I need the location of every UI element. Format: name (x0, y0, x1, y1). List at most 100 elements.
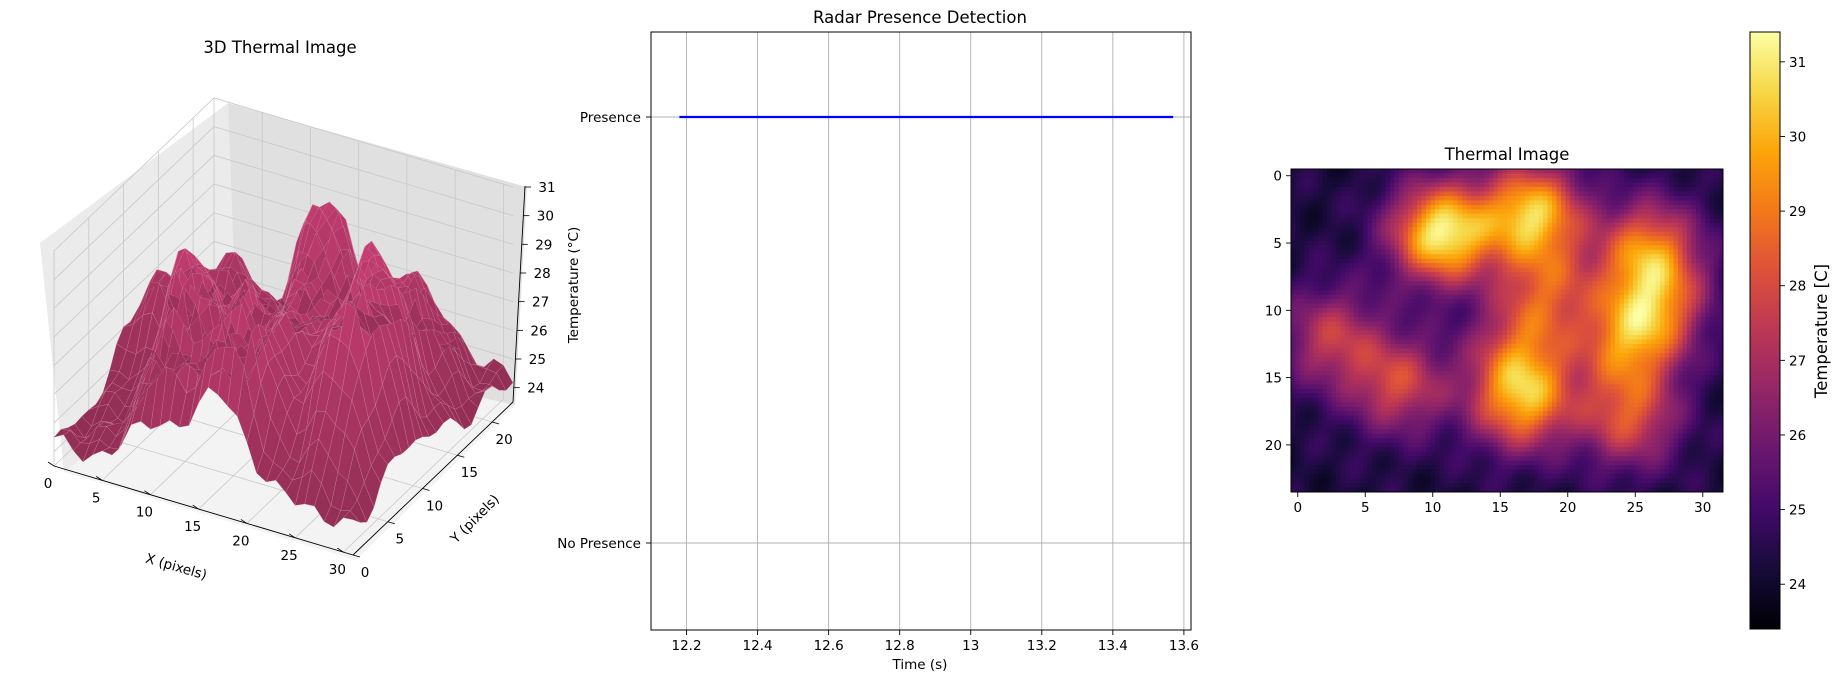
heatmap-cell (1349, 303, 1355, 309)
heatmap-cell (1660, 330, 1666, 336)
heatmap-cell (1421, 204, 1427, 210)
heatmap-cell (1669, 312, 1675, 318)
heatmap-cell (1705, 267, 1711, 273)
heatmap-cell (1484, 326, 1490, 332)
heatmap-cell (1579, 231, 1585, 237)
heatmap-cell (1691, 330, 1697, 336)
heatmap-cell (1687, 191, 1693, 197)
heatmap-cell (1345, 258, 1351, 264)
heatmap-cell (1322, 290, 1328, 296)
heatmap-cell (1696, 276, 1702, 282)
heatmap-cell (1691, 312, 1697, 318)
heatmap-cell (1570, 236, 1576, 242)
heatmap-cell (1489, 254, 1495, 260)
heatmap-cell (1363, 303, 1369, 309)
heatmap-cell (1480, 231, 1486, 237)
heatmap-cell (1619, 218, 1625, 224)
heatmap-cell (1525, 204, 1531, 210)
heatmap-cell (1700, 249, 1706, 255)
heatmap-cell (1484, 227, 1490, 233)
heatmap-cell (1426, 177, 1432, 184)
heatmap-cell (1498, 222, 1504, 228)
heatmap-cell (1624, 285, 1630, 291)
radar-plot-frame (650, 31, 1192, 631)
heatmap-cell (1358, 231, 1364, 237)
heatmap-cell (1687, 294, 1693, 300)
heatmap-cell (1615, 200, 1621, 206)
heatmap-cell (1358, 213, 1364, 219)
heatmap-cell (1327, 209, 1333, 215)
heatmap-cell (1394, 195, 1400, 202)
heatmap-cell (1682, 290, 1688, 296)
heatmap-cell (1291, 361, 1297, 367)
heatmap-cell (1633, 326, 1639, 332)
heatmap-cell (1340, 240, 1346, 246)
heatmap-cell (1601, 218, 1607, 224)
heatmap-cell (1687, 272, 1693, 278)
heatmap-cell (1511, 267, 1517, 273)
heatmap-cell (1534, 352, 1540, 359)
heatmap-cell (1498, 236, 1504, 242)
heatmap-cell (1529, 169, 1535, 175)
heatmap-cell (1345, 191, 1351, 197)
heatmap-cell (1363, 200, 1369, 206)
heatmap-cell (1412, 191, 1418, 197)
heatmap-cell (1498, 312, 1504, 318)
heatmap-cell (1615, 177, 1621, 184)
heatmap-cell (1615, 236, 1621, 242)
heatmap-cell (1498, 245, 1504, 251)
heatmap-cell (1714, 285, 1720, 291)
heatmap-cell (1453, 281, 1459, 287)
heatmap-cell (1457, 281, 1463, 287)
heatmap-cell (1408, 272, 1414, 278)
heatmap-cell (1313, 290, 1319, 296)
heatmap-cell (1646, 249, 1652, 255)
heatmap-cell (1543, 321, 1549, 327)
heatmap-cell (1363, 236, 1369, 242)
heatmap-cell (1642, 231, 1648, 237)
heatmap-cell (1696, 339, 1702, 345)
heatmap-cell (1345, 231, 1351, 237)
heatmap-cell (1520, 357, 1526, 363)
heatmap-cell (1660, 263, 1666, 269)
heatmap-cell (1561, 245, 1567, 251)
heatmap-cell (1439, 303, 1445, 309)
wall-gridline (53, 183, 514, 338)
heatmap-cell (1664, 245, 1670, 251)
heatmap-cell (1498, 321, 1504, 327)
heatmap-cell (1318, 285, 1324, 291)
heatmap-cell (1322, 240, 1328, 246)
heatmap-cell (1565, 321, 1571, 327)
heatmap-cell (1403, 330, 1409, 336)
heatmap-cell (1651, 276, 1657, 282)
heatmap-cell (1687, 218, 1693, 224)
heatmap-cell (1381, 231, 1387, 237)
heatmap-cell (1619, 294, 1625, 300)
heatmap-cell (1349, 263, 1355, 269)
heatmap-cell (1444, 209, 1450, 215)
heatmap-cell (1354, 209, 1360, 215)
heatmap-cell (1565, 348, 1571, 354)
heatmap-cell (1376, 236, 1382, 242)
heatmap-cell (1444, 317, 1450, 323)
heatmap-cell (1597, 258, 1603, 264)
heatmap-cell (1673, 169, 1679, 175)
heatmap-cell (1291, 317, 1297, 323)
heatmap-cell (1642, 227, 1648, 233)
heatmap-cell (1444, 182, 1450, 188)
heatmap-cell (1628, 348, 1634, 354)
heatmap-cell (1642, 263, 1648, 269)
heatmap-cell (1691, 218, 1697, 224)
heatmap-cell (1682, 200, 1688, 206)
heatmap-cell (1444, 276, 1450, 282)
heatmap-cell (1511, 204, 1517, 210)
heatmap-cell (1421, 186, 1427, 193)
heatmap-cell (1592, 209, 1598, 215)
heatmap-cell (1421, 312, 1427, 318)
heatmap-cell (1318, 227, 1324, 233)
heatmap-cell (1354, 173, 1360, 179)
heatmap-cell (1448, 339, 1454, 345)
heatmap-cell (1502, 290, 1508, 296)
heatmap-cell (1322, 222, 1328, 228)
